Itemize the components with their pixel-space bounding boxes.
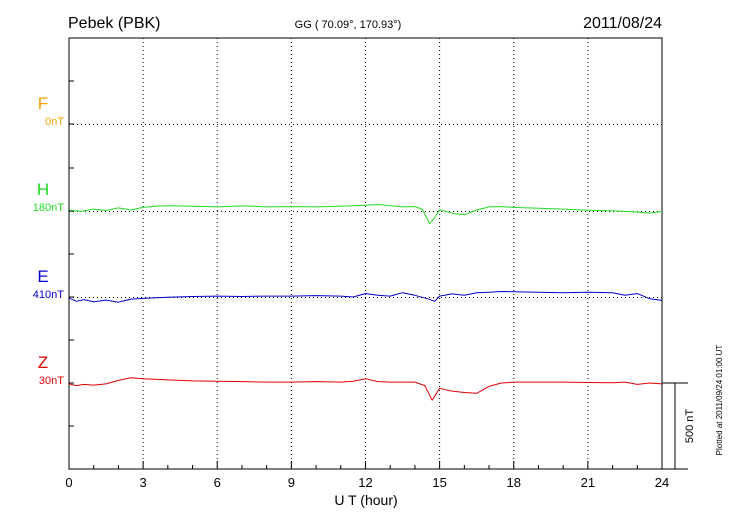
x-tick-label: 9 [288,475,295,490]
traces [68,204,663,401]
x-tick-label: 21 [581,475,595,490]
baseline-label-f: 0nT [45,116,64,128]
x-tick-label: 6 [214,475,221,490]
x-tick-label: 15 [432,475,446,490]
coordinates-label: GG ( 70.09°, 170.93°) [295,19,402,31]
x-tick-label: 3 [140,475,147,490]
x-tick-label: 24 [655,475,669,490]
x-tick-label: 12 [358,475,372,490]
station-title: Pebek (PBK) [68,15,160,32]
baseline-label-e: 410nT [33,289,64,301]
scale-bar: 500 nT [662,382,696,470]
series-labels: F 0nT H 180nT E 410nT Z 30nT [33,94,64,387]
x-tick-label: 18 [507,475,521,490]
series-name-f: F [38,94,48,113]
date-label: 2011/08/24 [583,15,662,32]
scale-bar-label: 500 nT [684,409,696,444]
series-name-h: H [37,180,49,199]
x-axis-label: U T (hour) [334,492,397,508]
plotted-timestamp: Plotted at 2011/09/24 01:00 UT [715,345,724,456]
x-ticks: 0 3 6 9 12 15 18 21 24 [65,37,669,490]
baseline-label-h: 180nT [33,202,64,214]
series-name-z: Z [38,353,48,372]
x-tick-label: 0 [65,475,72,490]
trace-z [68,377,663,401]
trace-h [68,204,663,225]
baseline-label-z: 30nT [39,375,64,387]
trace-e [68,291,663,303]
grid [69,38,662,469]
series-name-e: E [37,267,48,286]
